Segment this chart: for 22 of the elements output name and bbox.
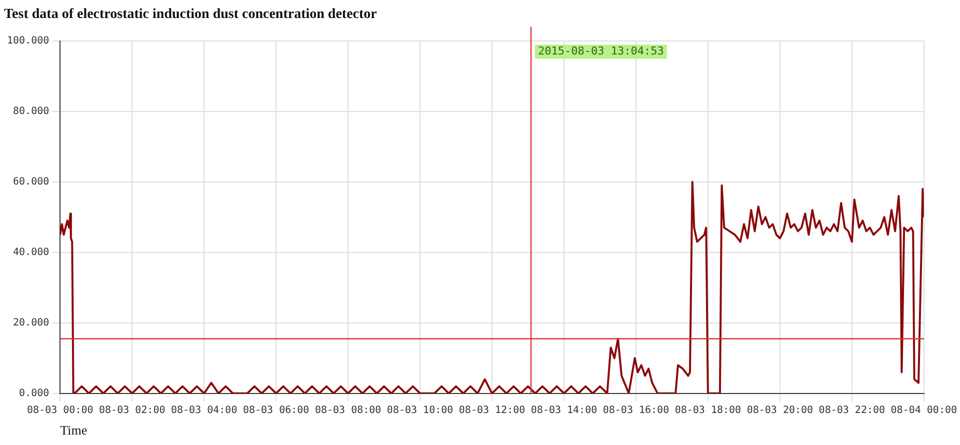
x-tick-label: 08-03 06:00 [242,404,310,416]
x-tick-label: 08-03 04:00 [170,404,238,416]
y-tick-label: 20.000 [13,317,50,328]
y-tick-label: 0.000 [19,388,50,399]
x-tick-label: 08-03 02:00 [99,404,166,416]
x-tick-label: 08-03 08:00 [314,404,382,416]
y-tick-label: 80.000 [13,106,50,117]
y-tick-label: 60.000 [13,176,50,188]
x-tick-label: 08-03 14:00 [530,404,598,416]
chart-title: Test data of electrostatic induction dust concentration detector [4,7,377,22]
x-tick-label: 08-03 22:00 [818,404,886,416]
x-axis-title: Time [60,422,88,438]
x-tick-label: 08-03 18:00 [674,404,742,416]
x-tick-label: 08-03 20:00 [746,404,814,416]
y-tick-label: 40.000 [13,246,50,258]
x-tick-label: 08-03 16:00 [602,404,670,416]
x-tick-label: 08-04 00:00 [890,404,958,416]
ref-line-label: 2015-08-03 13:04:53 [538,44,664,58]
x-tick-label: 08-03 12:00 [458,404,526,416]
y-tick-label: 100.000 [6,35,50,46]
x-tick-label: 08-03 00:00 [27,404,94,416]
x-tick-label: 08-03 10:00 [386,404,454,416]
